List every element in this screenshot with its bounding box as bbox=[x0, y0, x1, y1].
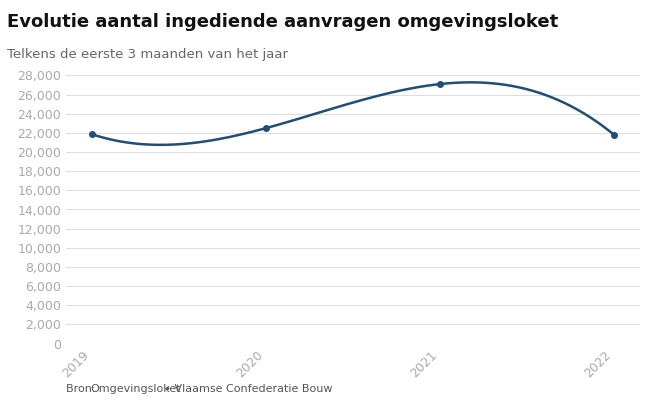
Text: Telkens de eerste 3 maanden van het jaar: Telkens de eerste 3 maanden van het jaar bbox=[7, 48, 288, 61]
Text: • Vlaamse Confederatie Bouw: • Vlaamse Confederatie Bouw bbox=[161, 384, 332, 394]
Text: Omgevingsloket: Omgevingsloket bbox=[90, 384, 181, 394]
Text: Bron:: Bron: bbox=[66, 384, 99, 394]
Text: Evolutie aantal ingediende aanvragen omgevingsloket: Evolutie aantal ingediende aanvragen omg… bbox=[7, 13, 558, 31]
